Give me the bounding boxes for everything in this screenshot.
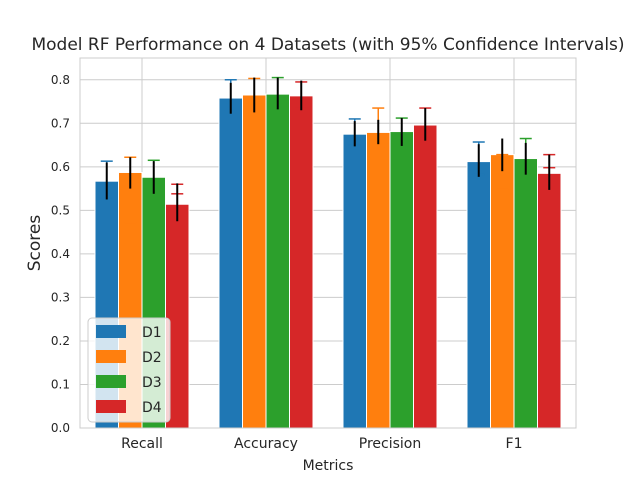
bar-d1-precision xyxy=(342,133,367,429)
legend-swatch-d4 xyxy=(96,400,126,413)
x-tick-label: Recall xyxy=(121,436,163,452)
legend-swatch-d3 xyxy=(96,375,126,388)
legend: D1 D2 D3 D4 xyxy=(87,317,171,423)
x-tick-label: F1 xyxy=(506,436,523,452)
x-axis-label: Metrics xyxy=(303,458,354,474)
error-bars xyxy=(100,76,556,224)
y-tick-label: 0.7 xyxy=(51,116,70,130)
bar-d4-f1 xyxy=(537,172,562,429)
legend-label-d2: D2 xyxy=(142,350,162,366)
legend-swatch-d1 xyxy=(96,325,126,338)
y-tick-labels: 0.0 0.1 0.2 0.3 0.4 0.5 0.6 0.7 0.8 xyxy=(51,73,70,435)
y-tick-label: 0.4 xyxy=(51,247,70,261)
bar-d2-precision xyxy=(366,131,391,429)
chart-title: Model RF Performance on 4 Datasets (with… xyxy=(31,35,624,55)
legend-box xyxy=(87,317,171,423)
x-tick-labels: Recall Accuracy Precision F1 xyxy=(121,436,522,452)
y-tick-label: 0.3 xyxy=(51,290,70,304)
bar-d3-accuracy xyxy=(265,93,290,429)
bar-d3-f1 xyxy=(513,158,538,429)
legend-label-d1: D1 xyxy=(142,325,162,341)
plot-frame xyxy=(79,57,577,429)
bar-d3-precision xyxy=(389,131,414,429)
y-tick-label: 0.1 xyxy=(51,377,70,391)
bar-d2-f1 xyxy=(490,154,515,429)
bar-d4-precision xyxy=(413,124,438,429)
y-tick-label: 0.6 xyxy=(51,160,70,174)
y-tick-label: 0.2 xyxy=(51,334,70,348)
legend-swatch-d2 xyxy=(96,350,126,363)
bar-d1-f1 xyxy=(466,161,491,429)
legend-label-d4: D4 xyxy=(142,400,162,416)
bar-d2-accuracy xyxy=(242,94,267,429)
bar-d1-accuracy xyxy=(218,97,243,429)
legend-label-d3: D3 xyxy=(142,375,162,391)
y-axis-label: Scores xyxy=(25,215,45,272)
y-tick-label: 0.0 xyxy=(51,421,70,435)
x-tick-label: Precision xyxy=(359,436,421,452)
x-tick-label: Accuracy xyxy=(234,436,298,452)
bar-d4-accuracy xyxy=(289,95,314,429)
y-tick-label: 0.5 xyxy=(51,203,70,217)
y-tick-label: 0.8 xyxy=(51,73,70,87)
